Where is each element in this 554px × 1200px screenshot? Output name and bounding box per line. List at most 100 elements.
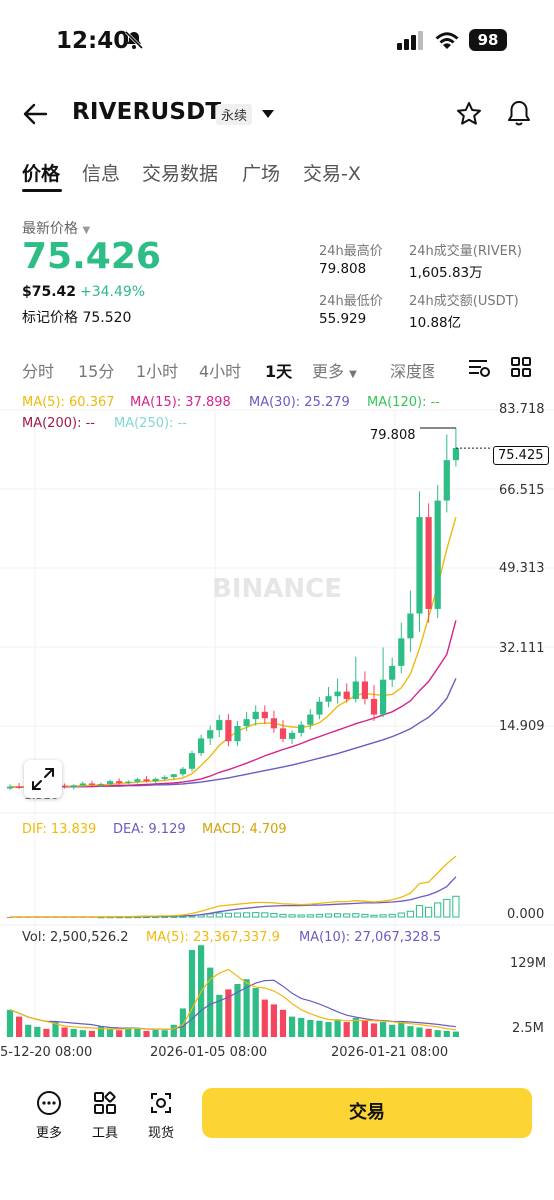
candle-body: [425, 517, 432, 609]
volume-bar: [216, 994, 223, 1037]
volume-bar: [207, 967, 214, 1037]
macd-bar: [425, 906, 433, 918]
tf-1d[interactable]: 1天: [265, 362, 293, 381]
axis-14: 14.909: [499, 719, 545, 734]
volume-bar: [434, 1030, 441, 1037]
spot-label: 现货: [148, 1126, 175, 1141]
axis-83: 83.718: [499, 402, 545, 417]
mark-price: 标记价格 75.520: [22, 310, 132, 326]
volume-bar: [225, 989, 232, 1037]
volume-bar: [88, 1030, 95, 1037]
candle-body: [170, 774, 177, 778]
layout-grid-icon[interactable]: [510, 356, 532, 382]
vol-label: Vol: 2,500,526.2: [22, 930, 129, 945]
tf-4h[interactable]: 4小时: [199, 362, 242, 381]
tools-button[interactable]: 工具: [92, 1090, 118, 1141]
volume-bar: [279, 1009, 287, 1037]
candle-body: [389, 665, 396, 680]
tf-time[interactable]: 分时: [22, 362, 55, 381]
candle-body: [198, 738, 205, 754]
macd-bar: [343, 913, 351, 918]
macd-bar: [252, 912, 260, 918]
candle-body: [298, 724, 305, 733]
candle-body: [79, 783, 86, 786]
wifi-icon: [434, 30, 460, 50]
candle-body: [70, 785, 77, 788]
tf-more[interactable]: 更多 ▼: [312, 362, 357, 381]
macd-axis-zero: 0.000: [507, 907, 545, 922]
candle-body: [434, 500, 441, 609]
ma15-line: [10, 620, 457, 788]
candle-body: [370, 698, 378, 715]
candle-body: [216, 720, 223, 731]
more-dots-icon: [37, 1091, 61, 1115]
expand-chart-icon[interactable]: [24, 760, 62, 798]
volume-bar: [134, 1028, 141, 1037]
axis-66: 66.515: [499, 483, 545, 498]
ma120-label: MA(120): --: [367, 395, 440, 410]
volume-bar: [316, 1020, 323, 1037]
latest-price-label[interactable]: 最新价格 ▼: [22, 221, 91, 237]
volume-bar: [361, 1020, 368, 1037]
kline-chart[interactable]: BINANCE: [0, 385, 554, 1065]
volume-bar: [70, 1028, 77, 1037]
volume-bar: [334, 1019, 341, 1037]
macd-bar: [352, 913, 360, 918]
volume-bar: [270, 1004, 277, 1037]
last-price: 75.426: [22, 236, 161, 277]
volume-bar: [452, 1031, 459, 1037]
ma5-label: MA(5): 60.367: [22, 395, 115, 410]
more-button[interactable]: 更多: [36, 1090, 62, 1141]
volume-bar: [370, 1023, 378, 1037]
volume-bar: [443, 1030, 450, 1037]
star-icon[interactable]: [455, 100, 483, 128]
trade-button[interactable]: 交易: [202, 1088, 532, 1138]
tab-trading-data[interactable]: 交易数据: [142, 163, 219, 185]
stat-vol-label: 24h成交量(RIVER): [409, 244, 522, 259]
candle-body: [380, 679, 387, 715]
tab-price[interactable]: 价格: [22, 163, 61, 185]
chevron-down-icon[interactable]: [262, 110, 274, 118]
axis-32: 32.111: [499, 641, 545, 656]
usd-price: $75.42: [22, 284, 77, 300]
candle-body: [452, 448, 459, 461]
volume-bar: [143, 1030, 150, 1037]
volume-bar: [79, 1030, 86, 1037]
candle-body: [443, 460, 450, 501]
stat-amount-value: 10.88亿: [409, 315, 462, 331]
volume-bar: [389, 1024, 396, 1037]
candle-body: [252, 711, 259, 720]
tf-15m[interactable]: 15分: [78, 362, 115, 381]
tab-trade-x[interactable]: 交易-X: [303, 163, 361, 185]
candle-body: [398, 638, 405, 666]
spot-button[interactable]: 现货: [148, 1090, 174, 1141]
indicator-settings-icon[interactable]: [467, 357, 491, 383]
volume-bar: [34, 1026, 41, 1037]
tab-square[interactable]: 广场: [242, 163, 281, 185]
vol-ma5-line: [9, 968, 456, 1031]
perpetual-badge: 永续: [216, 104, 253, 125]
current-price-tag[interactable]: 75.425: [493, 446, 549, 465]
macd-bar: [370, 914, 378, 918]
candle-body: [88, 783, 95, 785]
volume-bar: [252, 988, 259, 1037]
vol-ma10-label: MA(10): 27,067,328.5: [299, 930, 442, 945]
symbol-title[interactable]: RIVERUSDT: [72, 99, 222, 125]
tf-depth[interactable]: 深度图: [390, 362, 434, 381]
macd-bar: [324, 913, 333, 918]
volume-bar: [343, 1022, 350, 1037]
volume-bar: [6, 1009, 14, 1037]
candle-body: [207, 730, 214, 739]
stat-low-label: 24h最低价: [319, 294, 383, 309]
tab-info[interactable]: 信息: [82, 163, 121, 185]
macd-bar: [215, 912, 223, 918]
alert-bell-icon[interactable]: [505, 98, 533, 128]
tf-1h[interactable]: 1小时: [136, 362, 179, 381]
axis-49: 49.313: [499, 561, 545, 576]
volume-bar: [289, 1016, 296, 1037]
volume-bar: [52, 1022, 59, 1037]
volume-bar: [298, 1017, 305, 1037]
candle-body: [6, 786, 14, 789]
back-arrow-icon[interactable]: [22, 101, 48, 127]
more-label: 更多: [36, 1126, 63, 1141]
